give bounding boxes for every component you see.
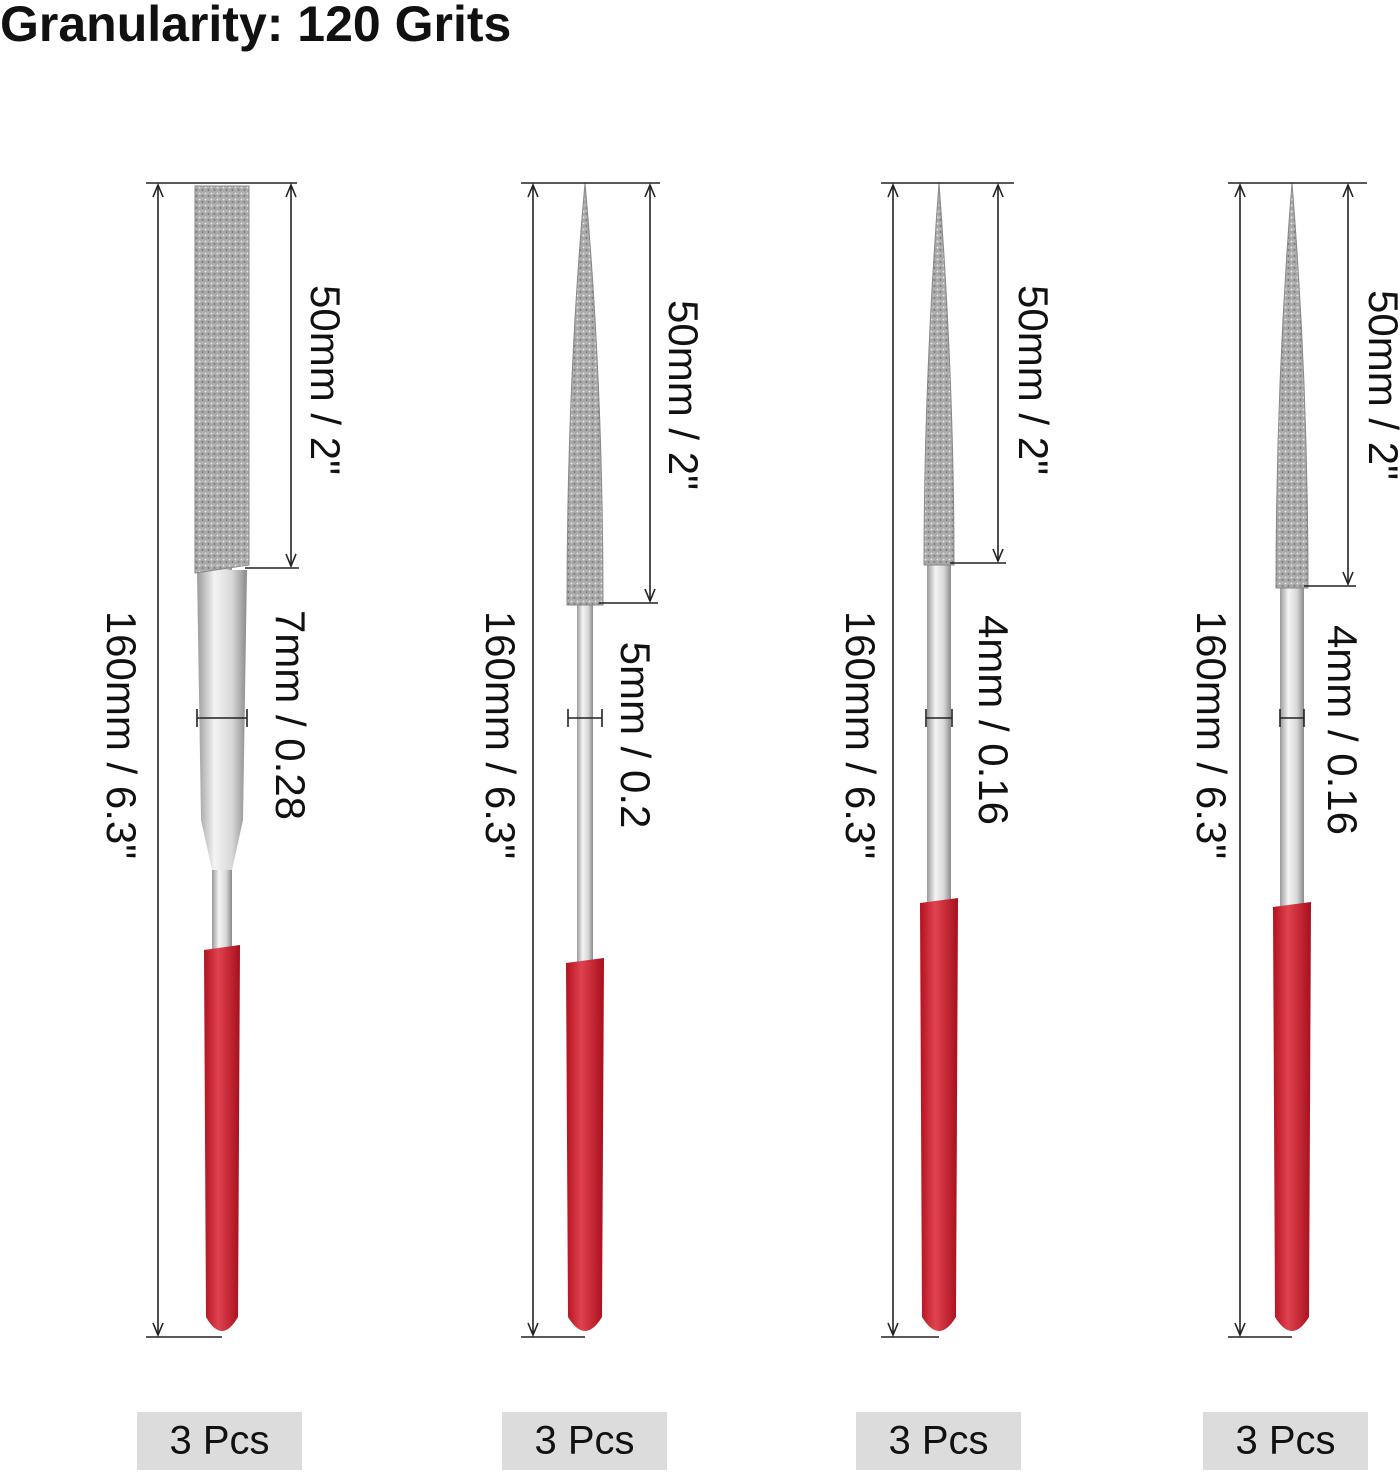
files: 160mm / 6.3"50mm / 2"7mm / 0.283 Pcs160m… bbox=[98, 182, 1400, 1470]
width-label: 5mm / 0.2 bbox=[612, 642, 659, 829]
quantity-label: 3 Pcs bbox=[169, 1419, 269, 1463]
shank bbox=[927, 560, 951, 913]
length-label: 160mm / 6.3" bbox=[98, 611, 145, 859]
handle bbox=[566, 958, 604, 1331]
length-label: 160mm / 6.3" bbox=[837, 611, 884, 859]
arrow bbox=[887, 182, 899, 1338]
quantity-box bbox=[1203, 1412, 1368, 1470]
file: 160mm / 6.3" 50mm / 2" 4mm / 0.16 3 Pcs bbox=[837, 182, 1057, 1470]
grit-length-label: 50mm / 2" bbox=[302, 285, 349, 475]
width-label: 7mm / 0.28 bbox=[267, 610, 314, 820]
shank bbox=[1280, 583, 1304, 917]
length-label: 160mm / 6.3" bbox=[477, 611, 524, 859]
blade bbox=[923, 182, 955, 566]
width-label: 4mm / 0.16 bbox=[970, 615, 1017, 825]
file: 160mm / 6.3" 50mm / 2" 7mm / 0.28 3 Pcs bbox=[98, 182, 349, 1470]
blade bbox=[1275, 182, 1309, 589]
file: 160mm / 6.3" 50mm / 2" 4mm / 0.16 3 Pcs bbox=[1188, 182, 1400, 1470]
arrow bbox=[285, 182, 297, 569]
handle bbox=[920, 898, 958, 1331]
quantity-box bbox=[502, 1412, 667, 1470]
shank bbox=[577, 600, 593, 973]
file: 160mm / 6.3" 50mm / 2" 5mm / 0.2 3 Pcs bbox=[477, 182, 707, 1470]
grit-length-label: 50mm / 2" bbox=[1360, 290, 1400, 480]
grit-length-label: 50mm / 2" bbox=[1010, 285, 1057, 475]
blade bbox=[194, 185, 250, 574]
arrow bbox=[1234, 182, 1246, 1338]
handle bbox=[1273, 902, 1311, 1331]
quantity-label: 3 Pcs bbox=[1235, 1419, 1335, 1463]
quantity-box bbox=[137, 1412, 302, 1470]
arrow bbox=[1342, 182, 1354, 587]
grit-length-label: 50mm / 2" bbox=[660, 300, 707, 490]
arrow bbox=[644, 182, 656, 604]
tang bbox=[197, 570, 247, 870]
width-label: 4mm / 0.16 bbox=[1319, 625, 1366, 835]
quantity-box bbox=[856, 1412, 1021, 1470]
arrow bbox=[152, 182, 164, 1338]
title: Granularity: 120 Grits bbox=[0, 0, 511, 52]
quantity-label: 3 Pcs bbox=[888, 1419, 988, 1463]
arrow bbox=[992, 182, 1004, 564]
blade bbox=[566, 182, 604, 606]
handle bbox=[204, 945, 240, 1331]
arrow bbox=[527, 182, 539, 1338]
quantity-label: 3 Pcs bbox=[534, 1419, 634, 1463]
length-label: 160mm / 6.3" bbox=[1188, 611, 1235, 859]
